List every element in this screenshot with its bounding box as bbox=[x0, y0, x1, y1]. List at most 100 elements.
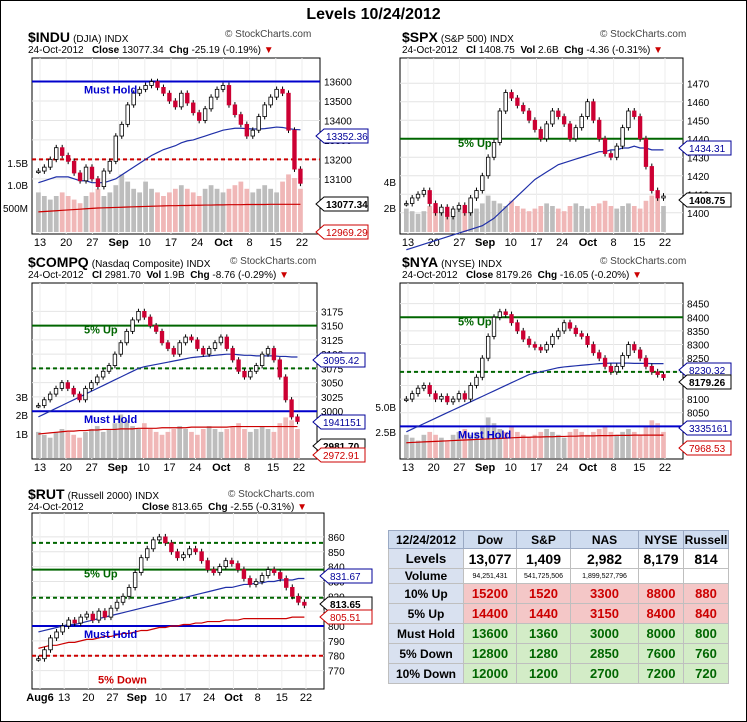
candle-body bbox=[195, 339, 200, 349]
candle-body bbox=[199, 551, 204, 562]
volume-bar bbox=[280, 181, 285, 232]
volume-bar bbox=[214, 188, 220, 232]
x-tick-label: 17 bbox=[530, 237, 542, 249]
value-tag-box bbox=[319, 609, 373, 625]
candle-body bbox=[649, 166, 654, 191]
x-tick-label: 15 bbox=[633, 237, 645, 249]
table-cell: 8,179 bbox=[638, 548, 684, 569]
levels-table-row: Must Hold 13600 1360 3000 8000 800 bbox=[388, 623, 729, 644]
volume-bar bbox=[503, 206, 509, 232]
y-tick-label: 13600 bbox=[324, 78, 352, 89]
levels-table-row: Volume 94,251,431 541,725,506 1,899,527,796 bbox=[388, 568, 729, 584]
volume-bar bbox=[298, 188, 303, 232]
row-label: 10% Up bbox=[388, 583, 464, 604]
candle-body bbox=[445, 395, 450, 403]
volume-bar bbox=[137, 192, 143, 232]
volume-bar bbox=[526, 437, 532, 458]
volume-bar bbox=[637, 434, 643, 458]
levels-table-row: 5% Up 14400 1440 3150 8400 840 bbox=[388, 603, 729, 624]
value-tag-text: 1941151 bbox=[323, 418, 362, 429]
candle-body bbox=[54, 147, 59, 160]
x-tick-label: 20 bbox=[428, 462, 440, 474]
volume-bar bbox=[155, 192, 160, 232]
y-tick-label: 8300 bbox=[687, 341, 710, 352]
volume-bar bbox=[190, 192, 196, 232]
volume-bar bbox=[409, 437, 415, 458]
candle-body bbox=[102, 610, 108, 618]
volume-bar bbox=[95, 188, 101, 232]
table-cell: 8400 bbox=[638, 603, 684, 624]
candle-body bbox=[503, 92, 508, 112]
candle-body bbox=[286, 92, 291, 131]
volume-bar bbox=[596, 429, 602, 458]
volume-bar bbox=[107, 192, 113, 232]
table-cell: 720 bbox=[683, 663, 729, 684]
candle-body bbox=[486, 335, 491, 359]
table-cell: 1440 bbox=[516, 603, 571, 624]
x-tick-label: 27 bbox=[106, 692, 118, 704]
candle-body bbox=[181, 554, 186, 559]
x-tick-label: Oct bbox=[214, 237, 233, 249]
candle-body bbox=[462, 393, 467, 400]
volume-bar bbox=[649, 195, 655, 232]
candle-body bbox=[236, 359, 241, 372]
volume-bar bbox=[631, 431, 637, 458]
candle-body bbox=[410, 393, 415, 400]
candle-body bbox=[262, 104, 267, 117]
candle-body bbox=[124, 330, 129, 344]
value-tag-box bbox=[312, 352, 366, 368]
volume-bar bbox=[202, 188, 208, 232]
candle-body bbox=[107, 160, 113, 172]
volume-tick-label: 1B bbox=[16, 430, 29, 441]
candle-body bbox=[42, 399, 47, 406]
candle-body bbox=[60, 625, 65, 633]
volume-bar bbox=[450, 211, 456, 232]
volume-bar bbox=[212, 429, 218, 458]
candle-body bbox=[497, 311, 503, 318]
candle-body bbox=[66, 619, 71, 627]
volume-bar bbox=[36, 192, 41, 232]
candle-body bbox=[427, 385, 432, 395]
table-cell: 8800 bbox=[638, 583, 684, 604]
candle-body bbox=[235, 563, 241, 570]
table-header: Russell bbox=[683, 530, 729, 549]
candle-body bbox=[149, 81, 154, 86]
candle-body bbox=[573, 127, 578, 140]
volume-bar bbox=[620, 431, 625, 458]
volume-bar bbox=[649, 420, 655, 458]
x-tick-label: 15 bbox=[270, 237, 282, 249]
row-label: Levels bbox=[388, 548, 464, 569]
x-tick-label: 20 bbox=[82, 692, 94, 704]
candle-body bbox=[579, 333, 584, 337]
candle-body bbox=[538, 346, 543, 351]
volume-bar bbox=[277, 423, 283, 458]
x-tick-label: Sep bbox=[127, 692, 147, 704]
candle-body bbox=[433, 393, 438, 400]
candle-body bbox=[89, 382, 94, 389]
volume-bar bbox=[65, 431, 71, 458]
candle-body bbox=[265, 348, 271, 355]
value-tag-box bbox=[315, 128, 369, 144]
candle-body bbox=[248, 370, 253, 378]
candle-body bbox=[36, 405, 41, 408]
value-tag-text: 8179.26 bbox=[689, 378, 726, 389]
volume-bar bbox=[579, 206, 585, 232]
y-tick-label: 800 bbox=[328, 622, 345, 633]
volume-bar bbox=[468, 434, 473, 458]
value-tag-text: 813.65 bbox=[330, 600, 361, 611]
candle-body bbox=[591, 344, 596, 354]
candle-body bbox=[421, 190, 427, 195]
ma200-line bbox=[38, 616, 305, 649]
candle-body bbox=[427, 190, 432, 204]
x-tick-label: 13 bbox=[58, 692, 70, 704]
candle-body bbox=[271, 569, 277, 573]
candle-body bbox=[579, 116, 584, 129]
volume-bar bbox=[195, 434, 200, 458]
candle-body bbox=[159, 330, 165, 344]
y-tick-label: 3025 bbox=[321, 393, 344, 404]
volume-bar bbox=[596, 203, 602, 232]
table-cell: 13600 bbox=[463, 623, 517, 644]
candle-body bbox=[456, 204, 462, 210]
value-tag: 7968.53 bbox=[678, 440, 732, 456]
volume-bar bbox=[626, 203, 631, 232]
